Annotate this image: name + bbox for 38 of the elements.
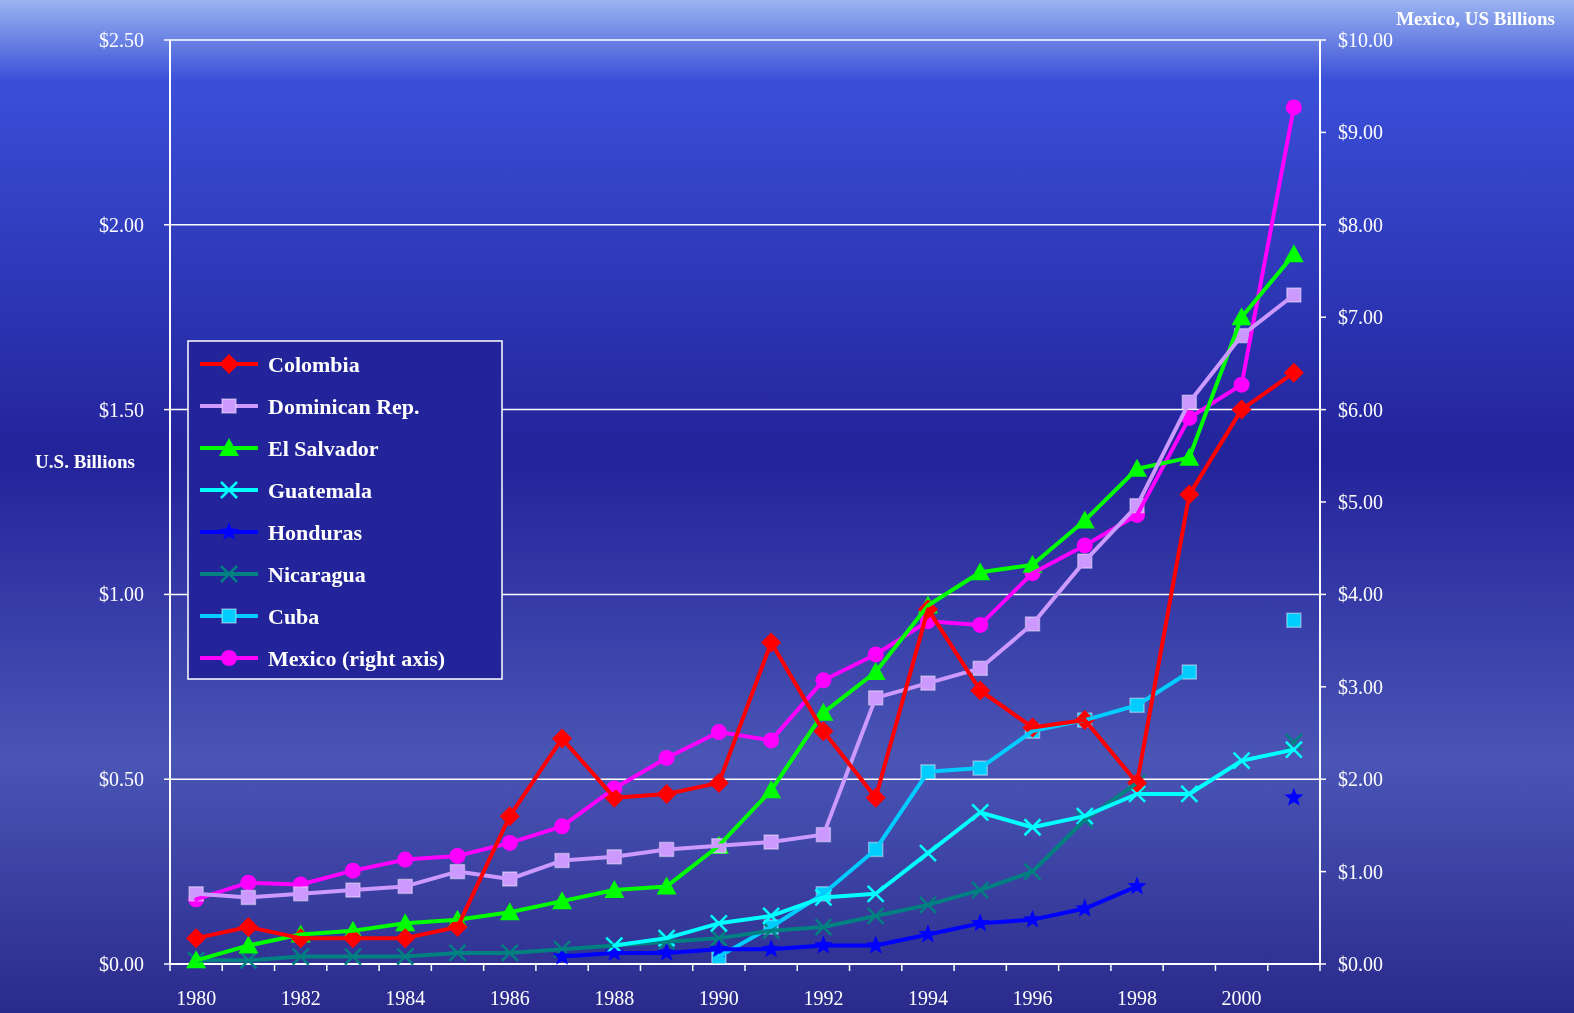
legend-label: Colombia	[268, 351, 360, 377]
y-tick-label: $1.00	[99, 583, 144, 606]
legend-label: Mexico (right axis)	[268, 645, 446, 671]
y-tick-label: $0.50	[99, 768, 144, 791]
y-axis-title: U.S. Billions	[35, 451, 135, 472]
x-tick-label: 1996	[1012, 987, 1053, 1009]
y2-tick-label: $9.00	[1338, 121, 1383, 144]
x-tick-label: 2000	[1221, 987, 1262, 1009]
y2-tick-label: $4.00	[1338, 583, 1383, 606]
y2-tick-label: $6.00	[1338, 398, 1383, 421]
x-tick-label: 1998	[1117, 987, 1158, 1009]
x-tick-label: 1988	[594, 987, 635, 1009]
legend-label: Dominican Rep.	[268, 393, 420, 419]
y2-tick-label: $5.00	[1338, 491, 1383, 513]
x-tick-label: 1980	[176, 987, 217, 1009]
y-tick-label: $2.00	[99, 213, 144, 236]
x-tick-label: 1984	[385, 987, 426, 1009]
y2-axis-title: Mexico, US Billions	[1396, 8, 1555, 29]
y2-tick-label: $7.00	[1338, 306, 1383, 329]
x-tick-label: 1990	[698, 987, 739, 1009]
x-tick-label: 1992	[803, 987, 844, 1009]
x-tick-label: 1986	[489, 987, 530, 1009]
y2-tick-label: $0.00	[1338, 953, 1383, 975]
y2-tick-label: $8.00	[1338, 213, 1383, 236]
legend-label: Nicaragua	[268, 561, 366, 587]
x-tick-label: 1982	[280, 987, 321, 1009]
y2-tick-label: $1.00	[1338, 860, 1383, 883]
y-tick-label: $2.50	[99, 29, 144, 51]
legend-label: El Salvador	[268, 435, 379, 461]
legend-label: Cuba	[268, 603, 320, 629]
x-tick-label: 1994	[907, 987, 948, 1009]
y-tick-label: $0.00	[99, 953, 144, 975]
y2-tick-label: $2.00	[1338, 768, 1383, 791]
y-tick-label: $1.50	[99, 398, 144, 421]
legend-label: Honduras	[268, 519, 363, 545]
y2-tick-label: $3.00	[1338, 675, 1383, 698]
legend-label: Guatemala	[268, 477, 372, 503]
y2-tick-label: $10.00	[1338, 29, 1393, 51]
